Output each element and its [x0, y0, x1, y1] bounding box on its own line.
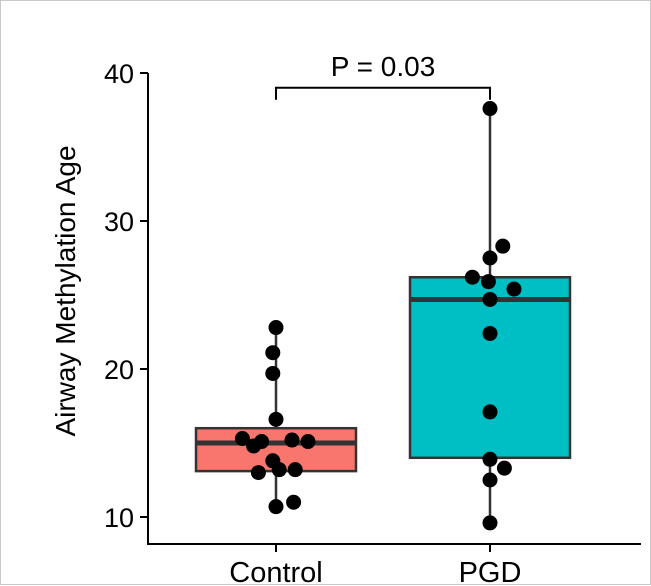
data-point — [482, 291, 498, 307]
y-tick-label: 20 — [104, 355, 134, 385]
data-point — [246, 438, 262, 454]
data-point — [268, 411, 284, 427]
data-point — [482, 515, 498, 531]
data-point — [286, 494, 302, 510]
data-point — [284, 432, 300, 448]
data-point — [482, 451, 498, 467]
data-point — [496, 460, 512, 476]
data-point — [271, 462, 287, 478]
data-point — [482, 404, 498, 420]
data-point — [480, 274, 496, 290]
y-tick-label: 30 — [104, 207, 134, 237]
data-point — [268, 499, 284, 515]
data-point — [482, 250, 498, 266]
x-tick-label: Control — [229, 557, 323, 586]
data-point — [482, 325, 498, 341]
data-point — [265, 365, 281, 381]
data-point — [482, 101, 498, 117]
y-tick-label: 40 — [104, 59, 134, 89]
data-point — [250, 465, 266, 481]
x-tick-label: PGD — [459, 557, 522, 586]
p-value-label: P = 0.03 — [331, 51, 436, 82]
data-point — [464, 269, 480, 285]
data-point — [495, 238, 511, 254]
data-point — [482, 472, 498, 488]
data-point — [506, 281, 522, 297]
y-axis-label: Airway Methylation Age — [50, 145, 81, 436]
significance-bracket — [275, 86, 491, 100]
data-point — [300, 434, 316, 450]
data-point — [287, 462, 303, 478]
data-point — [268, 320, 284, 336]
data-point — [265, 345, 281, 361]
data-point — [234, 431, 250, 447]
y-tick-label: 10 — [104, 503, 134, 533]
